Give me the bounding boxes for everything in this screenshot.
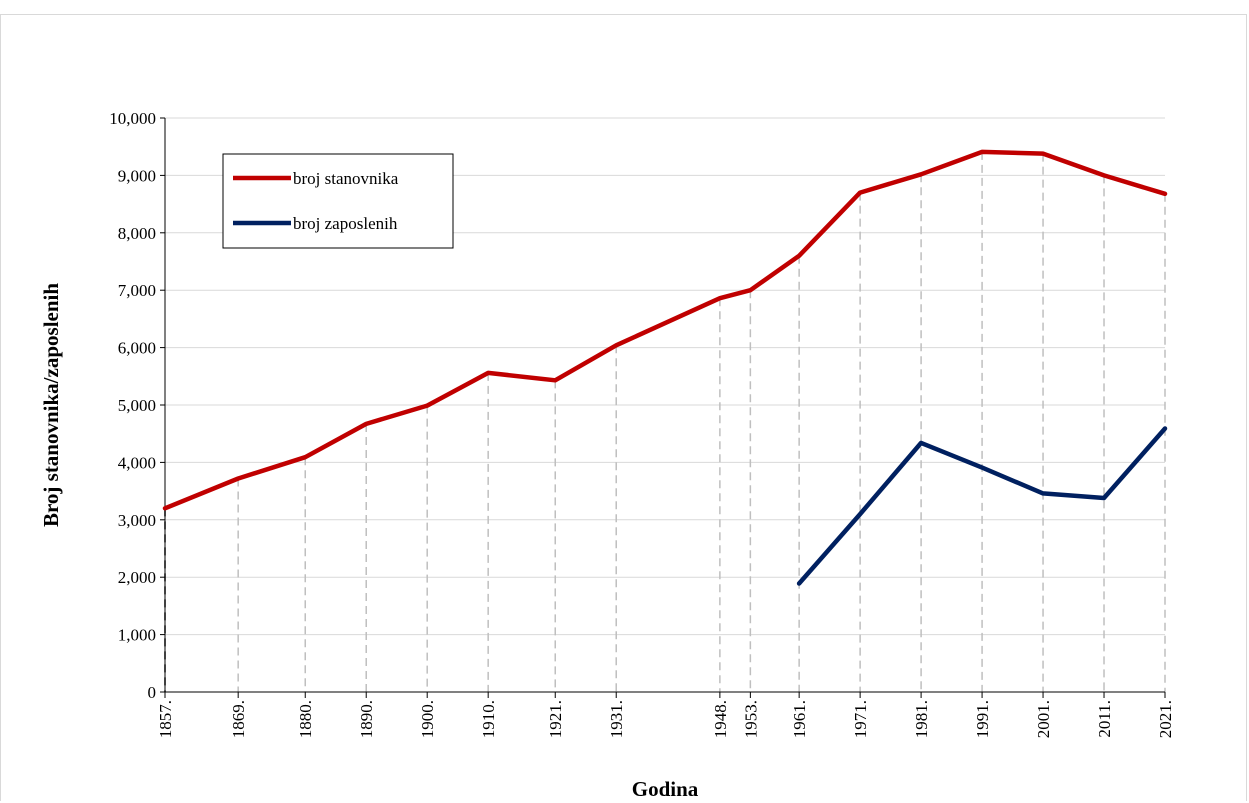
y-tick-labels: 0 1,000 2,000 3,000 4,000 5,000 6,000 7,000 8,00… [109, 109, 165, 702]
y-tick-label: 3,000 [118, 511, 156, 530]
x-tick-label: 1971. [851, 700, 870, 738]
x-tick-label: 1931. [607, 700, 626, 738]
y-tick-label: 10,000 [109, 109, 156, 128]
x-tick-label: 1880. [296, 700, 315, 738]
y-tick-label: 2,000 [118, 568, 156, 587]
y-tick-label: 8,000 [118, 224, 156, 243]
x-tick-label: 1900. [418, 700, 437, 738]
y-tick-label: 9,000 [118, 166, 156, 185]
x-tick-label: 2011. [1095, 700, 1114, 738]
legend-label-broj-zaposlenih: broj zaposlenih [293, 214, 398, 233]
x-tick-labels: 1857. 1869. 1880. 1890. 1900. 1910. 1921. 1931.… [156, 692, 1175, 738]
legend-label-broj-stanovnika: broj stanovnika [293, 169, 399, 188]
legend: broj stanovnika broj zaposlenih [222, 153, 454, 249]
y-tick-label: 4,000 [118, 453, 156, 472]
y-tick-label: 7,000 [118, 281, 156, 300]
series-line-broj-stanovnika [162, 149, 1168, 511]
x-tick-label: 1953. [741, 700, 760, 738]
x-tick-label: 1948. [711, 700, 730, 738]
x-tick-label: 1981. [912, 700, 931, 738]
x-tick-label: 1890. [357, 700, 376, 738]
x-tick-label: 1910. [479, 700, 498, 738]
x-tick-label: 1869. [229, 700, 248, 738]
x-tick-label: 2001. [1034, 700, 1053, 738]
y-tick-label: 6,000 [118, 339, 156, 358]
x-tick-label: 2021. [1156, 700, 1175, 738]
legend-box [222, 153, 454, 249]
x-axis-title: Godina [632, 777, 699, 801]
series-line-broj-zaposlenih [796, 426, 1168, 586]
x-tick-label: 1857. [156, 700, 175, 738]
y-tick-label: 5,000 [118, 396, 156, 415]
drop-lines [164, 151, 1166, 692]
x-tick-label: 1991. [973, 700, 992, 738]
x-tick-label: 1961. [790, 700, 809, 738]
y-axis-title: Broj stanovnika/zaposlenih [39, 283, 63, 527]
chart-frame [0, 14, 1247, 801]
series-lines [162, 149, 1168, 586]
x-tick-label: 1921. [546, 700, 565, 738]
y-tick-label: 0 [148, 683, 157, 702]
y-tick-label: 1,000 [118, 626, 156, 645]
